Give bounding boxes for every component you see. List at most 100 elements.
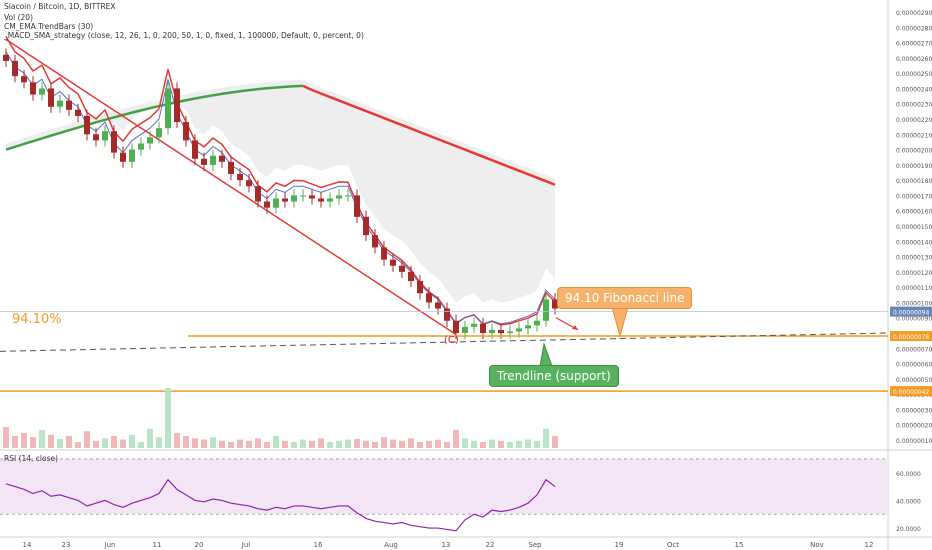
candle-body	[255, 186, 261, 202]
candle-body	[372, 235, 378, 248]
candle-body	[444, 308, 450, 321]
volume-bar	[165, 388, 171, 448]
candle-body	[417, 281, 423, 294]
time-tick-label: Aug	[384, 541, 398, 549]
price-tick-label: 0.00000100	[896, 300, 932, 307]
volume-bar	[246, 440, 252, 448]
candle-body	[228, 161, 234, 175]
candle-body	[210, 155, 216, 165]
price-tick-label: 0.00000050	[896, 377, 932, 384]
price-tick-label: 0.00000210	[896, 132, 932, 139]
candle-body	[111, 131, 117, 153]
candle-body	[174, 88, 180, 123]
volume-bar	[48, 434, 54, 448]
volume-bar	[129, 434, 135, 448]
candle-body	[507, 331, 513, 333]
volume-bar	[120, 439, 126, 448]
time-tick-label: 16	[314, 541, 323, 549]
volume-bar	[453, 430, 459, 448]
candle-body	[246, 180, 252, 187]
price-tag-text-lower: 0.00000042	[893, 389, 929, 396]
price-tick-label: 0.00000090	[896, 316, 932, 323]
volume-bar	[318, 438, 324, 448]
volume-bar	[138, 442, 144, 448]
candle-body	[66, 100, 72, 110]
volume-bar	[516, 440, 522, 448]
candle-body	[237, 174, 243, 181]
candle-body	[201, 158, 207, 165]
candle-body	[165, 88, 171, 129]
candle-body	[399, 265, 405, 272]
ema-indicator-label: CM_EMA TrendBars (30)	[4, 22, 94, 31]
candle-body	[75, 109, 81, 116]
time-tick-label: 20	[195, 541, 204, 549]
volume-bar	[228, 442, 234, 448]
candle-body	[435, 302, 441, 309]
time-tick-label: 14	[23, 541, 32, 549]
candle-body	[93, 134, 99, 141]
time-tick-label: 19	[615, 541, 624, 549]
candle-body	[300, 195, 306, 197]
candle-body	[363, 216, 369, 236]
volume-bar	[210, 437, 216, 448]
candle-body	[120, 152, 126, 162]
candle-body	[57, 100, 63, 107]
volume-bar	[552, 436, 558, 448]
volume-bar	[156, 437, 162, 448]
rsi-indicator-label: RSI (14, close)	[4, 454, 59, 463]
volume-bar	[300, 439, 306, 448]
support-trendline	[0, 332, 889, 352]
rsi-line	[5, 478, 556, 532]
candle-body	[273, 198, 279, 208]
volume-bar	[543, 428, 549, 448]
candle-body	[84, 115, 90, 135]
price-tick-label: 0.00000170	[896, 193, 932, 200]
price-tick-label: 0.00000020	[896, 423, 932, 430]
candle-body	[147, 137, 153, 144]
trend-callout-tail	[539, 342, 553, 367]
rsi-tick-label: 20.0000	[896, 526, 921, 533]
price-tick-label: 0.00000130	[896, 255, 932, 262]
candle-body	[138, 143, 144, 150]
candle-body	[426, 293, 432, 303]
time-tick-label: Oct	[667, 541, 679, 549]
macd-indicator-label: _MACD_SMA_strategy (close, 12, 26, 1, 0,…	[4, 31, 364, 40]
fibonacci-callout: 94.10 Fibonacci line	[557, 287, 693, 309]
candle-body	[336, 195, 342, 199]
volume-bar	[471, 440, 477, 448]
time-tick-label: Jun	[104, 541, 116, 549]
volume-bar	[39, 430, 45, 448]
price-tag-text-current: 0.00000094	[893, 310, 929, 317]
candle-body	[498, 329, 504, 333]
candle-body	[543, 299, 549, 321]
rsi-tick-label: 40.0000	[896, 498, 921, 505]
candle-body	[354, 195, 360, 217]
volume-bar	[507, 442, 513, 448]
ma-red-long-line	[302, 84, 556, 186]
volume-bar	[309, 440, 315, 448]
volume-bar	[426, 440, 432, 448]
candle-body	[219, 155, 225, 162]
price-tick-label: 0.00000120	[896, 270, 932, 277]
candle-body	[309, 195, 315, 199]
price-tick-label: 0.00000200	[896, 148, 932, 155]
volume-bar	[147, 428, 153, 448]
candle-body	[462, 326, 468, 333]
volume-bar	[372, 442, 378, 448]
price-tick-label: 0.00000260	[896, 56, 932, 63]
time-tick-label: Jul	[241, 541, 251, 549]
candle-body	[264, 201, 270, 208]
rsi-band	[0, 458, 888, 515]
volume-bar	[480, 442, 486, 448]
vol-indicator-label: Vol (20)	[4, 13, 34, 22]
volume-bar	[444, 442, 450, 448]
candle-body	[282, 198, 288, 202]
candle-body	[489, 329, 495, 333]
price-tick-label: 0.00000010	[896, 438, 932, 445]
volume-bar	[219, 440, 225, 448]
fib-callout-tail	[611, 306, 629, 338]
price-tick-label: 0.00000190	[896, 163, 932, 170]
volume-bar	[237, 439, 243, 448]
